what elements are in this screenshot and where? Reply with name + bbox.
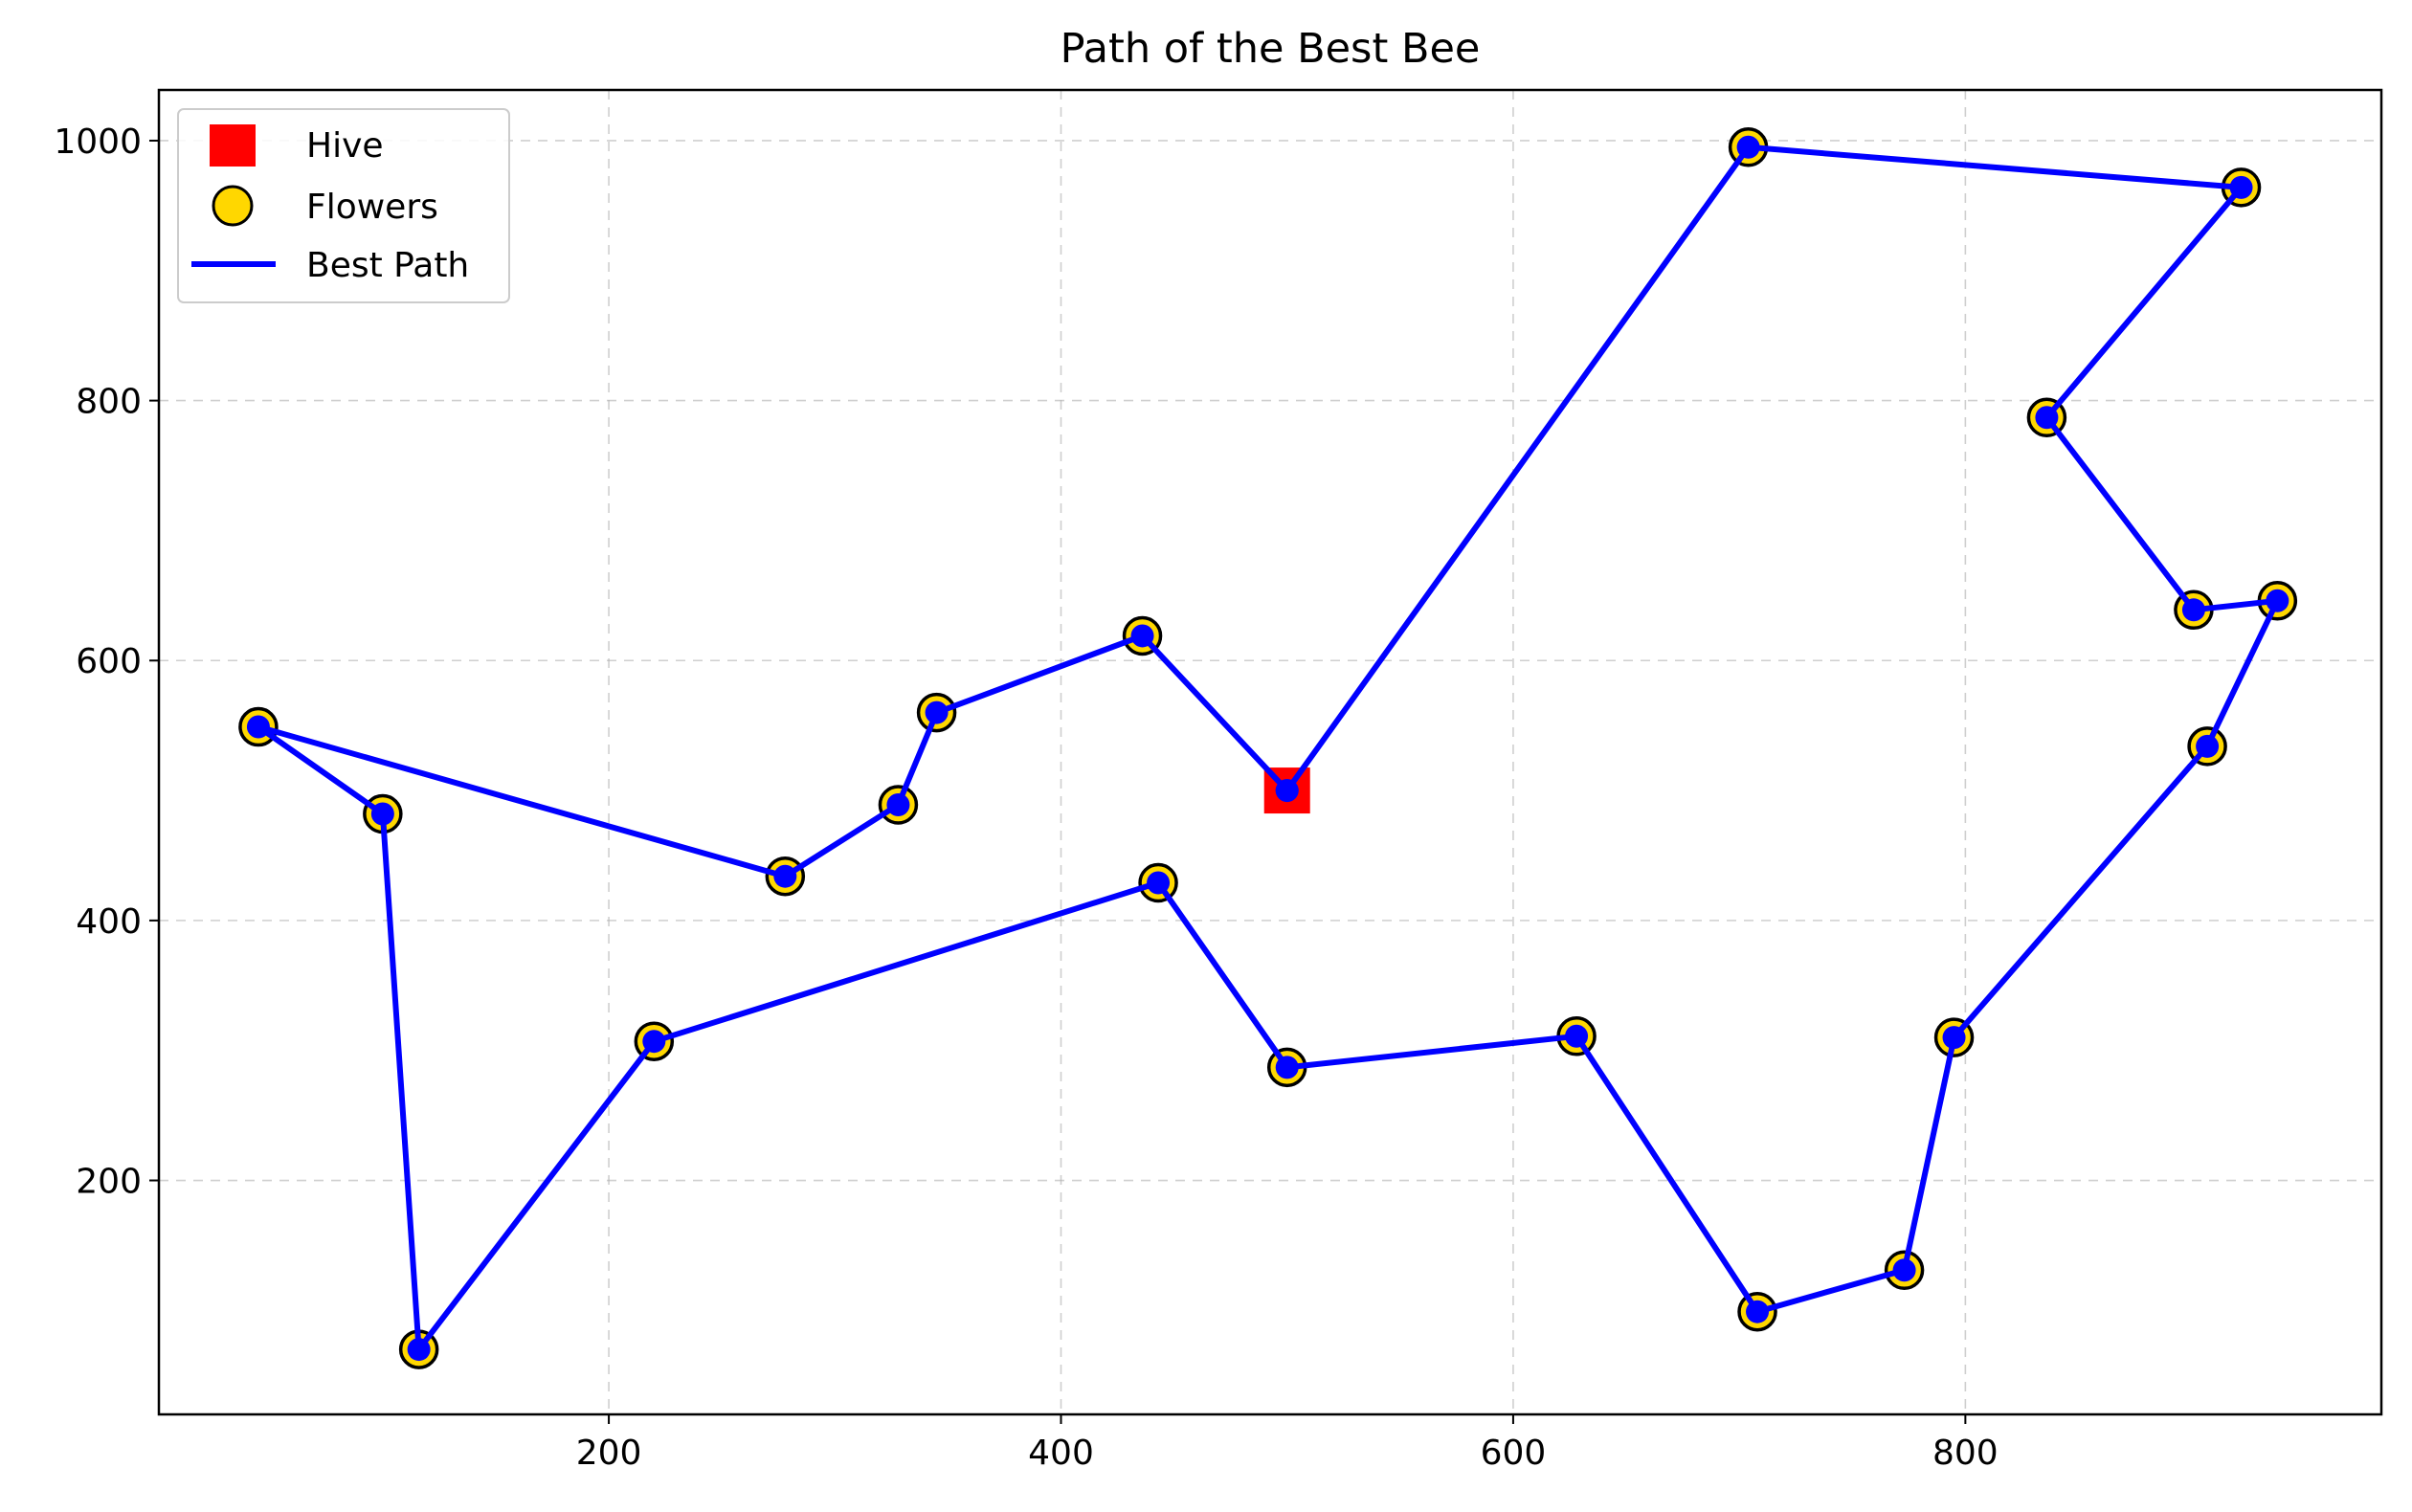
y-tick-label: 200	[76, 1163, 142, 1202]
y-tick-label: 600	[76, 642, 142, 681]
chart-title: Path of the Best Bee	[1061, 25, 1481, 73]
path-point	[642, 1030, 666, 1054]
legend-box	[177, 108, 510, 303]
path-point	[2266, 589, 2289, 612]
legend-path-label: Best Path	[306, 246, 469, 285]
legend: Hive Flowers Best Path	[177, 108, 510, 303]
legend-hive-label: Hive	[306, 126, 384, 166]
y-tick-label: 1000	[54, 122, 142, 162]
path-point	[773, 864, 797, 888]
tick-layer: 200 400 600 800 200 400 600 800 1000	[54, 122, 1998, 1473]
x-tick-label: 800	[1932, 1434, 1999, 1473]
grid-layer	[159, 90, 2381, 1414]
path-point	[1275, 1056, 1299, 1079]
best-path-line	[255, 144, 2281, 1353]
path-point	[407, 1338, 431, 1362]
path-point	[246, 715, 270, 739]
x-tick-label: 600	[1481, 1434, 1547, 1473]
y-tick-label: 400	[76, 902, 142, 942]
path-point	[925, 700, 949, 724]
path-point	[1130, 624, 1154, 648]
legend-flowers-marker	[212, 185, 254, 227]
x-tick-label: 200	[576, 1434, 642, 1473]
path-point	[370, 802, 394, 826]
path-point	[1746, 1300, 1770, 1323]
legend-hive-marker	[210, 124, 256, 167]
path-point	[2196, 734, 2220, 758]
path-point	[2035, 406, 2059, 430]
path-point	[1275, 779, 1299, 803]
plot-frame	[157, 88, 2383, 1416]
x-tick-label: 400	[1028, 1434, 1094, 1473]
path-point	[1736, 135, 1760, 159]
path-point	[1892, 1258, 1916, 1282]
path-point	[886, 793, 910, 817]
marker-layer	[246, 135, 2289, 1362]
path-point	[2229, 175, 2253, 199]
path-point	[2181, 598, 2205, 622]
legend-flowers-label: Flowers	[306, 188, 438, 227]
path-point	[1942, 1026, 1966, 1050]
path-point	[1565, 1024, 1589, 1048]
y-tick-label: 800	[76, 383, 142, 422]
path-point	[1147, 871, 1171, 895]
